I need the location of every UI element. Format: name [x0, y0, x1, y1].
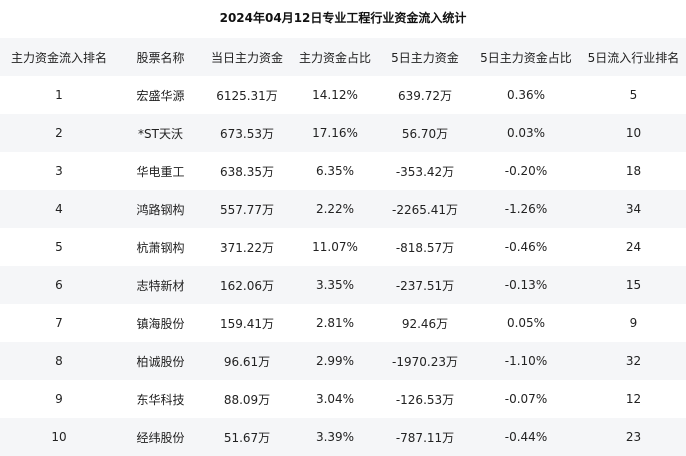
cell-stock-name: 志特新材 — [118, 266, 203, 304]
cell-5day-industry-rank: 32 — [581, 342, 686, 380]
cell-5day-main-fund-ratio: -0.07% — [504, 392, 548, 406]
cell-5day-main-fund-ratio: 0.36% — [506, 88, 546, 102]
header-5day-industry-rank: 5日流入行业排名 — [581, 38, 686, 76]
table-row: 2 *ST天沃 673.53万 17.16% 56.70万 0.03% 10 — [0, 114, 686, 152]
cell-5day-main-fund-ratio: 0.05% — [506, 316, 546, 330]
cell-main-fund-ratio: 3.35% — [291, 266, 379, 304]
cell-daily-main-fund: 638.35万 — [220, 164, 274, 179]
cell-5day-main-fund: -1970.23万 — [379, 342, 471, 380]
cell-stock-name: 鸿路钢构 — [118, 190, 203, 228]
table-row: 9 东华科技 88.09万 3.04% -126.53万 -0.07% 12 — [0, 380, 686, 418]
table-row: 7 镇海股份 159.41万 2.81% 92.46万 0.05% 9 — [0, 304, 686, 342]
cell-stock-name: 宏盛华源 — [136, 88, 185, 103]
cell-5day-main-fund: -818.57万 — [395, 240, 455, 255]
cell-daily-main-fund: 557.77万 — [203, 190, 291, 228]
table-row: 6 志特新材 162.06万 3.35% -237.51万 -0.13% 15 — [0, 266, 686, 304]
cell-main-fund-ratio: 6.35% — [315, 164, 355, 178]
table-body: 1 宏盛华源 6125.31万 14.12% 639.72万 0.36% 5 2 *ST天沃 67… — [0, 76, 686, 456]
cell-daily-main-fund: 51.67万 — [203, 418, 291, 456]
cell-rank: 4 — [0, 190, 118, 228]
cell-5day-main-fund-ratio: -0.13% — [471, 266, 581, 304]
cell-5day-industry-rank: 5 — [629, 88, 638, 102]
fund-flow-table: 主力资金流入排名 股票名称 当日主力资金 主力资金占比 5日主力资金 5日主力资… — [0, 38, 686, 456]
cell-5day-main-fund-ratio: -0.46% — [504, 240, 548, 254]
header-5day-main-fund-ratio: 5日主力资金占比 — [471, 38, 581, 76]
cell-5day-main-fund-ratio: -1.10% — [471, 342, 581, 380]
cell-5day-industry-rank: 24 — [625, 240, 642, 254]
cell-5day-industry-rank: 12 — [625, 392, 642, 406]
cell-stock-name: 东华科技 — [136, 392, 185, 407]
cell-5day-main-fund: -2265.41万 — [379, 190, 471, 228]
cell-stock-name: 杭萧钢构 — [136, 240, 185, 255]
cell-rank: 5 — [55, 240, 63, 254]
table-row: 5 杭萧钢构 371.22万 11.07% -818.57万 -0.46% 24 — [0, 228, 686, 266]
cell-5day-industry-rank: 9 — [629, 316, 638, 330]
cell-stock-name: 镇海股份 — [136, 316, 185, 331]
cell-5day-main-fund: 56.70万 — [379, 114, 471, 152]
cell-stock-name: 经纬股份 — [118, 418, 203, 456]
table-row: 4 鸿路钢构 557.77万 2.22% -2265.41万 -1.26% 34 — [0, 190, 686, 228]
cell-stock-name: 柏诚股份 — [118, 342, 203, 380]
cell-main-fund-ratio: 3.04% — [315, 392, 355, 406]
cell-stock-name: *ST天沃 — [118, 114, 203, 152]
cell-main-fund-ratio: 14.12% — [312, 88, 358, 102]
cell-main-fund-ratio: 2.99% — [291, 342, 379, 380]
table-row: 3 华电重工 638.35万 6.35% -353.42万 -0.20% 18 — [0, 152, 686, 190]
cell-5day-main-fund-ratio: -0.20% — [504, 164, 548, 178]
cell-daily-main-fund: 159.41万 — [220, 316, 274, 331]
cell-5day-main-fund: -237.51万 — [379, 266, 471, 304]
header-stock-name: 股票名称 — [118, 38, 203, 76]
table-row: 8 柏诚股份 96.61万 2.99% -1970.23万 -1.10% 32 — [0, 342, 686, 380]
header-row: 主力资金流入排名 股票名称 当日主力资金 主力资金占比 5日主力资金 5日主力资… — [0, 38, 686, 76]
cell-rank: 6 — [0, 266, 118, 304]
cell-rank: 3 — [55, 164, 63, 178]
cell-rank: 2 — [0, 114, 118, 152]
cell-daily-main-fund: 88.09万 — [223, 392, 271, 407]
cell-5day-main-fund: 92.46万 — [401, 316, 449, 331]
cell-main-fund-ratio: 2.22% — [291, 190, 379, 228]
cell-rank: 1 — [55, 88, 63, 102]
cell-5day-main-fund: -787.11万 — [379, 418, 471, 456]
cell-daily-main-fund: 673.53万 — [203, 114, 291, 152]
cell-rank: 7 — [55, 316, 63, 330]
cell-5day-industry-rank: 10 — [581, 114, 686, 152]
table-row: 1 宏盛华源 6125.31万 14.12% 639.72万 0.36% 5 — [0, 76, 686, 114]
cell-5day-industry-rank: 15 — [581, 266, 686, 304]
header-daily-main-fund: 当日主力资金 — [203, 38, 291, 76]
cell-stock-name: 华电重工 — [136, 164, 185, 179]
cell-5day-main-fund-ratio: -1.26% — [471, 190, 581, 228]
header-rank: 主力资金流入排名 — [0, 38, 118, 76]
cell-main-fund-ratio: 3.39% — [291, 418, 379, 456]
cell-5day-main-fund-ratio: 0.03% — [471, 114, 581, 152]
cell-main-fund-ratio: 17.16% — [291, 114, 379, 152]
cell-5day-industry-rank: 23 — [581, 418, 686, 456]
table-row: 10 经纬股份 51.67万 3.39% -787.11万 -0.44% 23 — [0, 418, 686, 456]
cell-main-fund-ratio: 11.07% — [312, 240, 358, 254]
cell-5day-main-fund: 639.72万 — [398, 88, 452, 103]
cell-5day-main-fund: -353.42万 — [395, 164, 455, 179]
header-main-fund-ratio: 主力资金占比 — [291, 38, 379, 76]
cell-main-fund-ratio: 2.81% — [315, 316, 355, 330]
cell-5day-industry-rank: 18 — [625, 164, 642, 178]
header-5day-main-fund: 5日主力资金 — [379, 38, 471, 76]
cell-rank: 9 — [55, 392, 63, 406]
cell-rank: 10 — [0, 418, 118, 456]
cell-daily-main-fund: 162.06万 — [203, 266, 291, 304]
table-header: 主力资金流入排名 股票名称 当日主力资金 主力资金占比 5日主力资金 5日主力资… — [0, 38, 686, 76]
cell-5day-industry-rank: 34 — [581, 190, 686, 228]
table-title: 2024年04月12日专业工程行业资金流入统计 — [219, 11, 467, 25]
cell-daily-main-fund: 371.22万 — [220, 240, 274, 255]
cell-daily-main-fund: 6125.31万 — [216, 88, 278, 103]
cell-rank: 8 — [0, 342, 118, 380]
cell-5day-main-fund-ratio: -0.44% — [471, 418, 581, 456]
cell-daily-main-fund: 96.61万 — [203, 342, 291, 380]
cell-5day-main-fund: -126.53万 — [395, 392, 455, 407]
